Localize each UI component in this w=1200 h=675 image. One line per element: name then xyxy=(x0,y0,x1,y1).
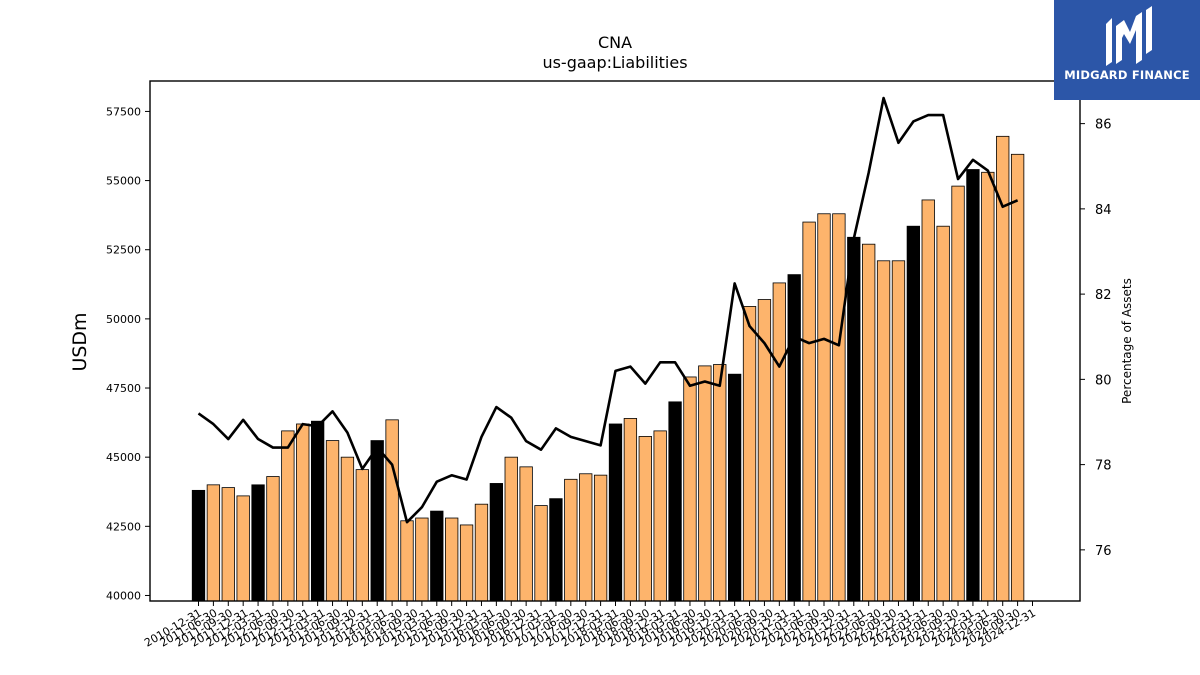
bar xyxy=(862,243,876,602)
bar xyxy=(459,524,474,602)
bar xyxy=(832,213,846,602)
bar xyxy=(951,185,965,602)
bar xyxy=(474,503,489,602)
bar xyxy=(564,478,578,602)
bar xyxy=(921,199,935,602)
bar xyxy=(713,364,727,602)
bar xyxy=(445,517,459,602)
brand-logo: MIDGARD FINANCE xyxy=(1054,0,1200,100)
bar xyxy=(817,213,831,602)
bar xyxy=(772,282,786,602)
bar xyxy=(593,474,608,602)
bar xyxy=(355,469,369,602)
bar xyxy=(668,401,682,602)
bar xyxy=(296,423,310,602)
y-tick-label: 42500 xyxy=(106,520,141,533)
y-tick-label: 45000 xyxy=(106,451,141,464)
y2-axis-label: Percentage of Assets xyxy=(1120,278,1134,404)
bar xyxy=(221,487,235,602)
bar xyxy=(623,418,638,602)
bar xyxy=(504,456,518,602)
bar xyxy=(400,520,414,602)
bar xyxy=(608,423,623,602)
bar xyxy=(742,306,757,602)
y2-tick-label: 86 xyxy=(1095,118,1112,133)
bar xyxy=(370,440,384,602)
y-axis-label: USDm xyxy=(69,312,91,371)
y-tick-label: 47500 xyxy=(106,382,141,395)
bar xyxy=(310,420,325,602)
bar xyxy=(430,510,444,602)
bar xyxy=(415,517,429,602)
y-tick-label: 52500 xyxy=(106,244,141,257)
y2-tick-label: 80 xyxy=(1095,373,1112,388)
y-tick-label: 50000 xyxy=(106,313,141,326)
bar xyxy=(489,483,504,602)
bar xyxy=(340,456,355,602)
bar xyxy=(981,171,995,602)
bar xyxy=(236,495,250,602)
bar xyxy=(936,225,950,602)
bar xyxy=(891,260,906,602)
bar xyxy=(876,260,891,602)
bar xyxy=(653,430,667,602)
logo-mark-icon xyxy=(1106,6,1152,66)
bar xyxy=(906,225,921,602)
y-tick-label: 40000 xyxy=(106,589,141,602)
series-line-percentage-of-assets xyxy=(197,96,1019,524)
y2-tick-label: 78 xyxy=(1095,459,1112,474)
bar xyxy=(281,430,295,602)
chart-subtitle: us-gaap:Liabilities xyxy=(542,53,687,72)
bar xyxy=(638,436,652,602)
y2-tick-label: 76 xyxy=(1095,544,1112,559)
axes-group: 40000 42500 45000 47500 50000 52500 55000 57500… xyxy=(106,80,1112,650)
bar xyxy=(549,498,563,602)
bar xyxy=(385,419,399,602)
bar xyxy=(266,476,280,602)
bar xyxy=(325,440,340,602)
bar xyxy=(1010,153,1025,602)
bar xyxy=(727,373,742,602)
y2-tick-label: 82 xyxy=(1095,288,1112,303)
line-group xyxy=(197,96,1019,524)
bar xyxy=(847,236,861,602)
y-tick-label: 57500 xyxy=(106,105,141,118)
y-tick-label: 55000 xyxy=(106,175,141,188)
bar xyxy=(787,274,801,602)
chart-title: CNA xyxy=(598,33,632,52)
bar xyxy=(802,221,816,602)
bar xyxy=(191,489,206,602)
bar xyxy=(534,505,548,602)
bar xyxy=(251,484,265,602)
bar xyxy=(206,484,221,602)
bar xyxy=(698,365,712,602)
bar xyxy=(683,376,697,602)
bar xyxy=(519,466,533,602)
bar xyxy=(966,169,980,602)
bars-group xyxy=(191,135,1025,602)
logo-text: MIDGARD FINANCE xyxy=(1064,68,1190,82)
bar xyxy=(579,473,593,602)
y2-tick-label: 84 xyxy=(1095,203,1112,218)
